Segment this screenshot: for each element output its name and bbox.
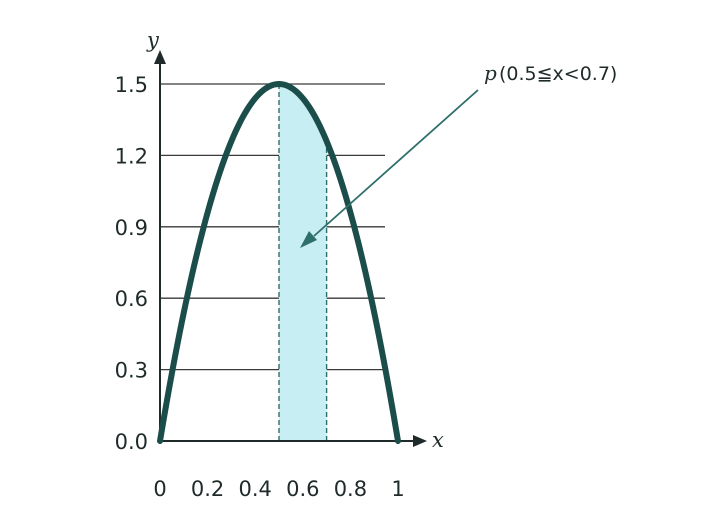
y-tick-label-0.3: 0.3 [115, 359, 148, 383]
y-tick-label-0.0: 0.0 [115, 430, 148, 454]
annotation-arrow-head [300, 231, 317, 248]
x-tick-label-0.2: 0.2 [191, 477, 224, 501]
y-tick-label-1.2: 1.2 [115, 144, 148, 168]
density-curve [157, 80, 401, 444]
y-tick-label-1.5: 1.5 [115, 73, 148, 97]
annotation-interval: (0.5≦x<0.7) [499, 63, 617, 85]
x-tick-label-0.8: 0.8 [334, 477, 367, 501]
y-axis-arrow [154, 50, 166, 64]
x-tick-label-0.6: 0.6 [286, 477, 319, 501]
x-tick-label-0.4: 0.4 [238, 477, 271, 501]
x-axis-arrow [413, 435, 427, 447]
axes [154, 50, 427, 447]
annotation: p (0.5≦x<0.7) [300, 61, 617, 248]
x-axis-label: x [432, 428, 444, 452]
x-tick-label-1: 1 [391, 477, 404, 501]
y-tick-label-0.9: 0.9 [115, 216, 148, 240]
x-tick-label-0: 0 [153, 477, 166, 501]
y-axis-label: y [146, 28, 160, 52]
annotation-arrow-line [313, 89, 479, 237]
shaded-area [279, 84, 327, 441]
annotation-p: p [484, 61, 497, 85]
shaded-region [278, 84, 328, 441]
curve-layer [157, 80, 401, 444]
tick-labels: 0.0 0.3 0.6 0.9 1.2 1.5 0 0.2 0.4 0.6 0.8 1 x y [115, 28, 444, 501]
y-tick-label-0.6: 0.6 [115, 287, 148, 311]
